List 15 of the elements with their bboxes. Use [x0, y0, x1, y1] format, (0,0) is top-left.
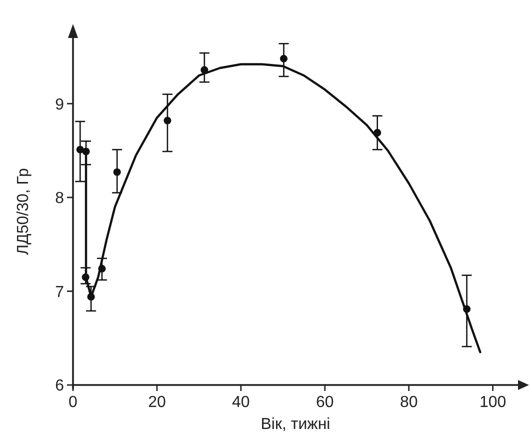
x-tick-label: 20: [148, 394, 166, 411]
x-tick-label: 100: [479, 394, 506, 411]
x-tick-label: 40: [232, 394, 250, 411]
y-tick-label: 7: [55, 284, 64, 301]
y-tick-label: 6: [55, 378, 64, 395]
x-tick-label: 60: [316, 394, 334, 411]
x-tick-label: 80: [400, 394, 418, 411]
y-axis-title: ЛД50/30, Гр: [15, 168, 32, 255]
y-tick-label: 9: [55, 96, 64, 114]
y-tick-label: 8: [55, 190, 64, 208]
x-axis-title: Вік, тижні: [260, 416, 330, 433]
point: [113, 168, 121, 176]
point: [280, 54, 288, 62]
x-tick-label: 0: [68, 394, 78, 411]
point: [164, 116, 172, 124]
